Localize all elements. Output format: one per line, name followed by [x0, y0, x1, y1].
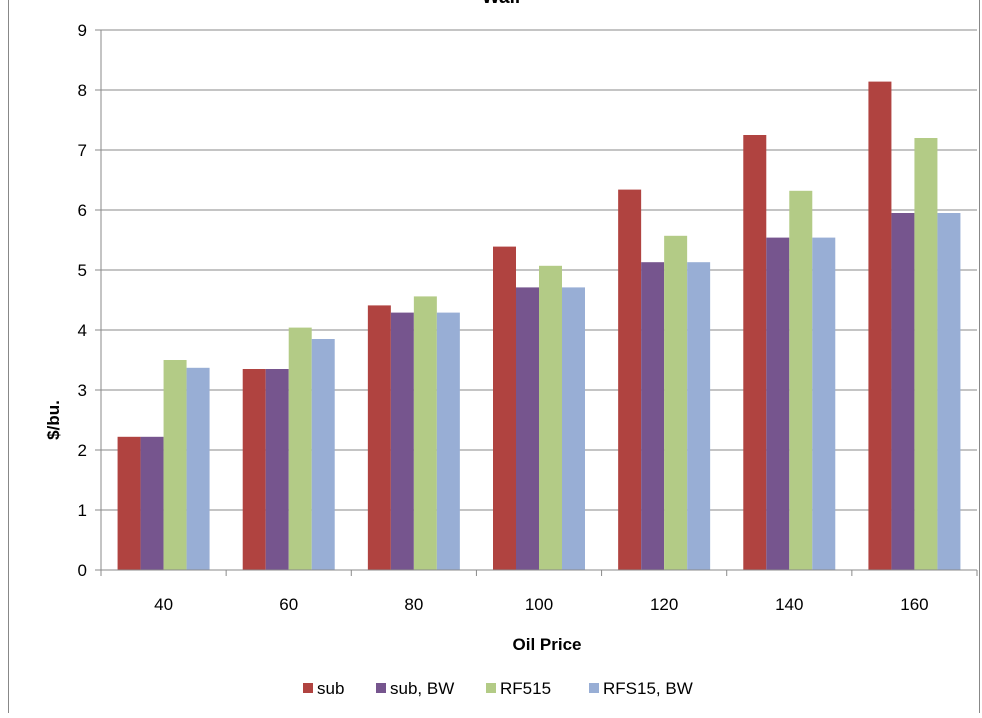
bar	[367, 305, 391, 570]
x-tick-label: 160	[900, 595, 928, 614]
x-axis-title: Oil Price	[513, 635, 582, 654]
bar	[186, 367, 210, 570]
x-tick-label: 140	[775, 595, 803, 614]
legend-swatch	[589, 683, 599, 693]
bar	[390, 312, 414, 570]
legend-swatch	[303, 683, 313, 693]
bar	[618, 189, 642, 570]
bar	[868, 81, 892, 570]
y-axis-title: $/bu.	[44, 400, 63, 440]
bar	[288, 327, 312, 570]
x-tick-label: 40	[154, 595, 173, 614]
bar	[140, 436, 164, 570]
chart-title: Wall	[482, 0, 520, 8]
y-tick-label: 6	[78, 201, 87, 220]
bar	[242, 369, 266, 570]
bar-chart: Wall 0 1 2 3 4 5 6 7 8 9 40 60 80 100 120 140 160 $/bu.…	[44, 0, 978, 698]
bar	[516, 287, 539, 570]
chart-frame: Wall 0 1 2 3 4 5 6 7 8 9 40 60 80 100 120 140 160 $/bu.…	[8, 0, 980, 713]
y-tick-label: 3	[78, 381, 87, 400]
legend-label: sub	[317, 679, 344, 698]
bar	[891, 213, 915, 570]
y-tick-label: 5	[78, 261, 87, 280]
bar	[562, 287, 585, 570]
bar	[493, 246, 516, 570]
bar	[413, 296, 437, 570]
legend-label: sub, BW	[390, 679, 454, 698]
bar	[766, 237, 790, 570]
bars	[117, 81, 961, 571]
y-tick-label: 4	[78, 321, 87, 340]
y-tick-label: 1	[78, 501, 87, 520]
bar	[539, 265, 562, 570]
bar	[163, 360, 187, 570]
bar	[311, 339, 335, 570]
bar	[743, 135, 767, 570]
x-tick-label: 60	[279, 595, 298, 614]
legend: sub sub, BW RF515 RFS15, BW	[303, 679, 693, 698]
x-tick-labels: 40 60 80 100 120 140 160	[154, 595, 929, 614]
bar	[687, 262, 711, 570]
x-tick-label: 120	[650, 595, 678, 614]
legend-label: RFS15, BW	[603, 679, 693, 698]
axes	[95, 29, 978, 576]
legend-label: RF515	[500, 679, 551, 698]
legend-swatch	[376, 683, 386, 693]
bar	[265, 369, 289, 570]
bar	[117, 436, 141, 570]
y-tick-label: 0	[78, 561, 87, 580]
y-tick-label: 8	[78, 81, 87, 100]
bar	[641, 262, 665, 570]
bar	[789, 190, 813, 571]
x-tick-label: 80	[404, 595, 423, 614]
bar	[812, 237, 836, 570]
bar	[914, 138, 938, 570]
x-tick-label: 100	[525, 595, 553, 614]
legend-swatch	[486, 683, 496, 693]
y-tick-label: 7	[78, 141, 87, 160]
bar	[436, 312, 460, 570]
y-tick-labels: 0 1 2 3 4 5 6 7 8 9	[78, 21, 87, 580]
bar	[664, 235, 688, 571]
bar	[937, 213, 961, 570]
y-tick-label: 9	[78, 21, 87, 40]
y-tick-label: 2	[78, 441, 87, 460]
